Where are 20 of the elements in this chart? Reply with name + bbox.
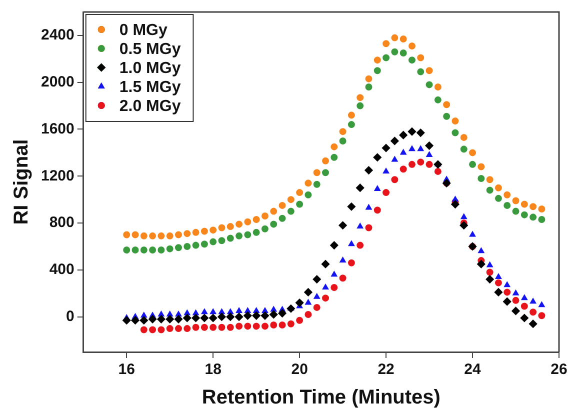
x-tick-label: 16: [118, 361, 135, 378]
legend-label: 1.5 MGy: [119, 78, 181, 96]
x-tick-label: 22: [378, 361, 394, 378]
y-tick-label: 0: [66, 308, 74, 325]
legend-label: 1.0 MGy: [119, 60, 181, 77]
y-axis-title: RI Signal: [10, 139, 33, 225]
legend-label: 2.0 MGy: [119, 98, 181, 115]
x-tick-label: 20: [291, 361, 308, 378]
x-axis-title: Retention Time (Minutes): [202, 386, 440, 409]
y-tick-label: 1600: [40, 120, 74, 138]
x-tick-label: 26: [550, 361, 568, 378]
y-tick-label: 400: [49, 261, 74, 278]
y-tick-label: 800: [49, 214, 74, 232]
legend-label: 0.5 MGy: [119, 40, 181, 58]
legend-label: 0 MGy: [119, 22, 168, 39]
y-tick-label: 2000: [40, 73, 74, 90]
x-tick-label: 24: [464, 361, 482, 378]
x-tick-label: 18: [204, 361, 222, 378]
y-tick-label: 1200: [40, 167, 74, 184]
y-tick-label: 2400: [40, 26, 74, 44]
